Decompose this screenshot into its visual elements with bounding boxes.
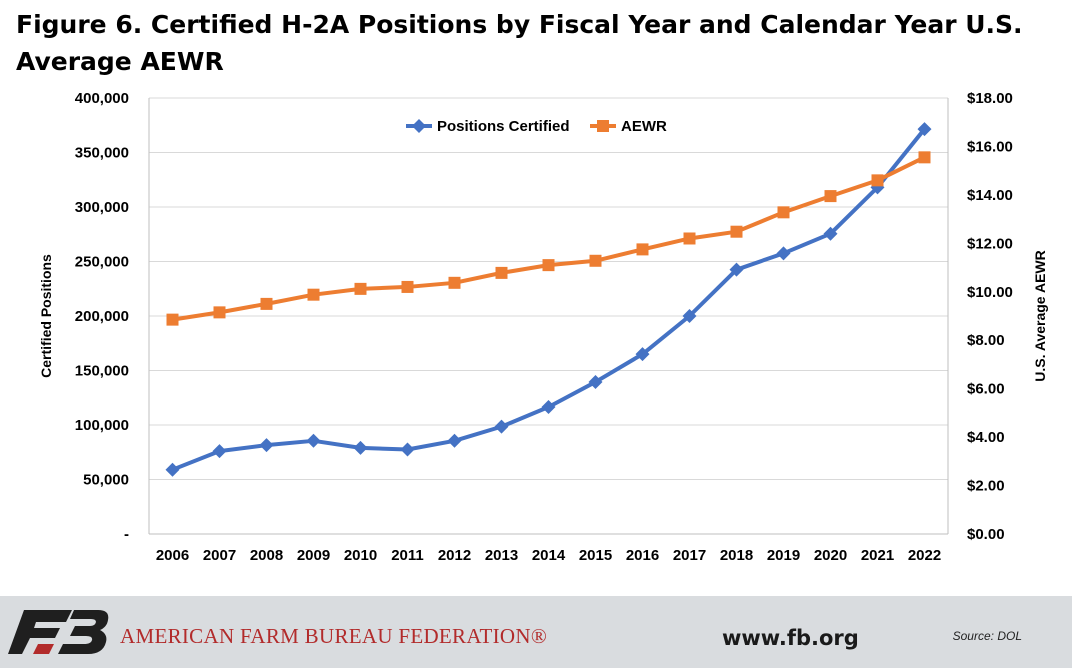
organization-name: AMERICAN FARM BUREAU FEDERATION® [120, 624, 548, 648]
farm-bureau-logo-icon [8, 610, 109, 654]
x-tick-label: 2021 [861, 547, 894, 564]
left-tick-label: 200,000 [75, 308, 129, 325]
data-point-square [307, 288, 320, 301]
x-tick-label: 2008 [250, 547, 283, 564]
chart-title: Figure 6. Certified H-2A Positions by Fi… [16, 10, 1023, 76]
data-point-diamond [776, 246, 791, 261]
data-point-diamond [400, 442, 415, 457]
series-layer [165, 122, 932, 477]
right-tick-label: $0.00 [967, 526, 1005, 543]
left-axis-title: Certified Positions [38, 254, 54, 378]
data-point-square [824, 190, 837, 203]
chart-svg: - 50,000 100,000 150,000 200,000 250,000 300,0… [38, 90, 1048, 564]
data-point-square [542, 259, 555, 272]
right-tick-label: $16.00 [967, 138, 1013, 155]
right-tick-label: $12.00 [967, 235, 1013, 252]
data-point-diamond [494, 419, 509, 434]
data-point-diamond [682, 309, 697, 323]
data-point-diamond [353, 440, 368, 455]
x-tick-label: 2006 [156, 547, 189, 564]
left-tick-label: 100,000 [75, 417, 129, 434]
right-axis-ticks: $0.00 $2.00 $4.00 $6.00 $8.00 $10.00 $12.00 $14… [967, 90, 1013, 543]
data-point-diamond [588, 374, 603, 389]
x-tick-label: 2017 [673, 547, 706, 564]
axes [148, 98, 949, 535]
data-point-square [918, 151, 931, 164]
left-tick-label: 150,000 [75, 363, 129, 380]
series-line-2 [172, 155, 926, 322]
legend-label: AEWR [621, 118, 667, 135]
data-point-diamond [823, 226, 838, 241]
data-point-square [260, 297, 273, 310]
right-tick-label: $6.00 [967, 381, 1005, 398]
data-point-square [354, 282, 367, 295]
right-tick-label: $4.00 [967, 429, 1005, 446]
data-point-diamond [212, 444, 227, 459]
footer-bar: AMERICAN FARM BUREAU FEDERATION® www.fb.… [0, 596, 1072, 668]
left-tick-label: 300,000 [75, 199, 129, 216]
data-point-diamond [447, 433, 462, 448]
left-tick-label: 50,000 [83, 472, 129, 489]
data-point-square [166, 313, 179, 326]
data-point-square [448, 276, 461, 289]
left-tick-label: - [124, 526, 129, 543]
gridlines [149, 97, 948, 480]
x-tick-label: 2018 [720, 547, 753, 564]
data-point-diamond [165, 462, 180, 477]
x-tick-label: 2014 [532, 547, 566, 564]
website-link[interactable]: www.fb.org [722, 626, 859, 650]
data-point-diamond [306, 433, 321, 448]
left-tick-label: 250,000 [75, 254, 129, 271]
left-tick-label: 350,000 [75, 145, 129, 162]
data-point-diamond [635, 347, 650, 362]
x-tick-label: 2011 [391, 547, 424, 564]
x-tick-label: 2009 [297, 547, 330, 564]
data-point-square [871, 174, 884, 187]
right-tick-label: $18.00 [967, 90, 1013, 107]
legend: Positions Certified AEWR [406, 118, 667, 135]
data-point-square [777, 206, 790, 219]
right-tick-label: $10.00 [967, 284, 1013, 301]
data-point-diamond [259, 438, 274, 453]
data-point-square [683, 232, 696, 245]
legend-label: Positions Certified [437, 118, 570, 135]
legend-marker-diamond [412, 119, 426, 133]
data-point-diamond [729, 262, 744, 277]
data-point-diamond [541, 400, 556, 415]
x-tick-label: 2015 [579, 547, 612, 564]
left-tick-label: 400,000 [75, 90, 129, 107]
legend-marker-square [597, 120, 609, 132]
right-tick-label: $14.00 [967, 187, 1013, 204]
data-point-diamond [917, 122, 932, 137]
right-tick-label: $8.00 [967, 332, 1005, 349]
source-note: Source: DOL [952, 629, 1022, 643]
data-point-square [636, 243, 649, 256]
x-tick-label: 2022 [908, 547, 941, 564]
left-axis-ticks: - 50,000 100,000 150,000 200,000 250,000 300,0… [75, 90, 129, 543]
x-tick-label: 2007 [203, 547, 236, 564]
data-point-square [401, 280, 414, 293]
data-point-square [495, 266, 508, 279]
x-tick-label: 2016 [626, 547, 659, 564]
data-point-square [589, 254, 602, 267]
x-tick-label: 2010 [344, 547, 377, 564]
data-point-square [213, 306, 226, 319]
x-tick-label: 2013 [485, 547, 518, 564]
x-tick-label: 2020 [814, 547, 847, 564]
right-axis-title: U.S. Average AEWR [1032, 250, 1048, 381]
x-axis-ticks: 2006 2007 2008 2009 2010 2011 2012 2013 2014 2015… [156, 547, 941, 564]
data-point-square [730, 225, 743, 238]
right-tick-label: $2.00 [967, 478, 1005, 495]
x-tick-label: 2012 [438, 547, 471, 564]
x-tick-label: 2019 [767, 547, 800, 564]
